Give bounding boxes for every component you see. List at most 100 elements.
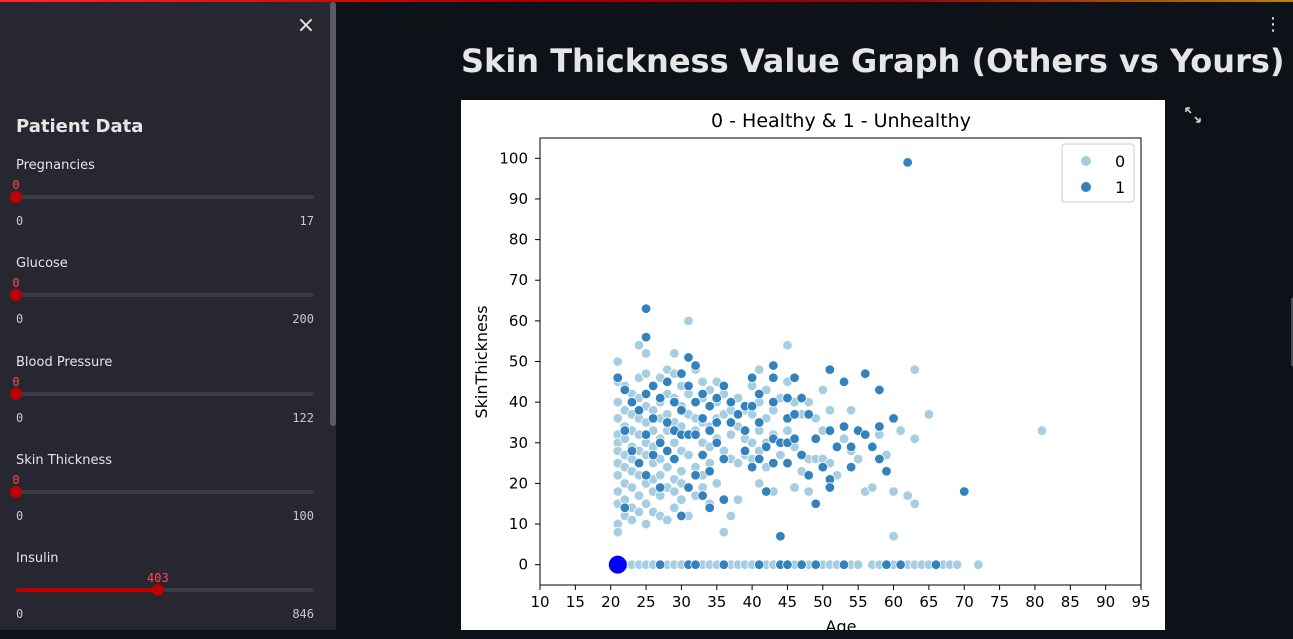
page-title: Skin Thickness Value Graph (Others vs Yo… [461, 42, 1285, 80]
fullscreen-icon[interactable] [1184, 106, 1202, 124]
data-point-class-1 [725, 417, 737, 428]
data-point-class-1 [718, 494, 730, 505]
data-point-class-0 [732, 494, 744, 505]
data-point-class-1 [888, 413, 899, 424]
data-point-class-1 [824, 425, 836, 436]
data-point-class-1 [690, 470, 701, 481]
data-point-class-0 [626, 482, 638, 493]
data-point-class-0 [902, 490, 913, 501]
legend-label-1: 1 [1115, 178, 1125, 197]
data-point-class-0 [845, 405, 857, 416]
y-tick-label: 30 [509, 434, 528, 452]
data-point-class-0 [669, 437, 680, 448]
slider-label: Blood Pressure [16, 355, 113, 370]
slider-track[interactable] [10, 191, 314, 203]
data-point-class-1 [810, 498, 821, 509]
slider-thumb[interactable] [10, 388, 22, 400]
data-point-class-1 [732, 409, 744, 420]
main-scrollbar[interactable] [1291, 298, 1293, 366]
data-point-class-1 [654, 559, 666, 570]
slider-thumb[interactable] [151, 584, 164, 596]
data-point-class-1 [831, 441, 843, 453]
kebab-menu-icon[interactable]: ⋮ [1264, 14, 1282, 35]
data-point-class-0 [824, 405, 836, 416]
data-point-class-1 [782, 392, 793, 404]
data-point-class-1 [704, 401, 715, 412]
data-point-class-0 [654, 470, 666, 481]
data-point-class-1 [874, 384, 885, 396]
data-point-class-1 [654, 392, 666, 404]
data-point-class-1 [697, 449, 708, 461]
data-point-class-0 [633, 506, 645, 518]
x-tick-label: 10 [530, 593, 549, 611]
sidebar-scrollbar[interactable] [330, 2, 336, 426]
data-point-class-0 [895, 425, 906, 436]
data-point-class-1 [619, 502, 631, 513]
slider-glucose: Glucose 0 0 200 [10, 256, 314, 344]
slider-track[interactable] [16, 584, 314, 596]
data-point-class-1 [647, 449, 659, 461]
close-icon[interactable]: × [296, 13, 316, 38]
slider-track[interactable] [10, 486, 314, 498]
data-point-class-0 [725, 510, 737, 522]
data-point-class-1 [626, 445, 638, 457]
slider-value: 0 [12, 178, 20, 192]
x-tick-label: 80 [1025, 593, 1044, 611]
data-point-class-0 [782, 425, 793, 436]
slider-track[interactable] [10, 289, 314, 301]
slider-min: 0 [16, 607, 24, 621]
data-point-class-1 [746, 461, 758, 473]
data-point-class-1 [753, 559, 765, 570]
y-tick-label: 60 [509, 312, 528, 330]
y-tick-label: 40 [509, 393, 528, 411]
data-point-class-1 [669, 396, 680, 408]
data-point-class-1 [662, 376, 673, 388]
data-point-class-0 [697, 376, 708, 388]
chart-container: 10 15 20 25 30 35 40 45 50 55 60 65 70 75 80 85 90 95 0 10… [461, 100, 1165, 630]
x-tick-label: 95 [1131, 593, 1150, 611]
x-tick-label: 20 [601, 593, 620, 611]
data-point-class-0 [852, 453, 864, 465]
data-point-class-1 [697, 413, 708, 424]
data-point-class-1 [676, 510, 687, 522]
data-point-class-0 [612, 526, 623, 538]
data-point-class-1 [775, 531, 786, 542]
slider-thumb[interactable] [10, 486, 22, 498]
data-point-class-1 [768, 396, 779, 408]
main-content: ⋮ Skin Thickness Value Graph (Others vs … [336, 2, 1293, 630]
data-point-class-0 [640, 368, 652, 379]
x-tick-label: 45 [778, 593, 797, 611]
data-point-class-0 [669, 486, 680, 497]
data-point-class-1 [711, 417, 722, 428]
data-point-class-0 [676, 466, 687, 477]
slider-max: 122 [292, 411, 314, 425]
data-point-class-0 [683, 315, 694, 327]
slider-thumb[interactable] [10, 191, 22, 203]
data-point-class-1 [647, 380, 659, 392]
data-point-class-0 [662, 461, 673, 473]
data-point-class-0 [633, 490, 645, 501]
data-point-class-1 [676, 368, 687, 379]
sidebar-title: Patient Data [16, 116, 144, 137]
data-point-class-1 [895, 559, 906, 570]
slider-max: 100 [292, 509, 314, 523]
data-point-class-1 [796, 559, 807, 570]
data-point-class-0 [753, 478, 765, 489]
data-point-class-1 [881, 466, 892, 477]
data-point-class-1 [647, 413, 659, 424]
data-point-class-1 [626, 396, 638, 408]
y-axis-label: SkinThickness [472, 305, 491, 418]
data-point-class-1 [874, 453, 885, 465]
data-point-class-1 [619, 425, 631, 436]
data-point-class-1 [640, 303, 652, 314]
data-point-class-1 [690, 559, 701, 570]
slider-label: Glucose [16, 256, 68, 271]
data-point-class-1 [768, 360, 779, 371]
slider-track[interactable] [10, 388, 314, 400]
data-point-class-0 [640, 348, 652, 359]
data-point-class-0 [732, 457, 744, 469]
data-point-class-1 [711, 437, 722, 448]
slider-thumb[interactable] [10, 289, 22, 301]
data-point-class-1 [619, 384, 631, 396]
data-point-class-0 [612, 356, 623, 367]
